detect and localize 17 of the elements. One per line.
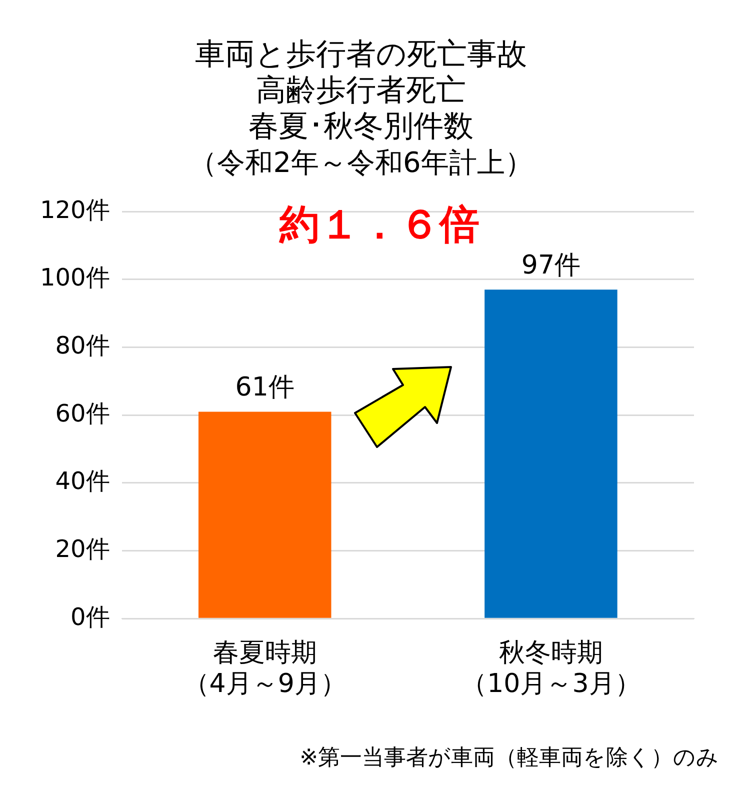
chart-subtitle: （令和2年～令和6年計上） (189, 146, 533, 180)
y-tick-label: 100件 (40, 264, 110, 292)
text: ※第一当事者が車両（軽車両を除く）のみ (300, 746, 719, 771)
annotation: 約１．６倍 (278, 202, 480, 248)
data-label: 97件 (521, 250, 580, 280)
data-label: 61件 (235, 372, 294, 402)
y-tick-label: 20件 (55, 535, 110, 563)
y-tick-label: 80件 (55, 332, 110, 360)
y-tick-label: 0件 (70, 602, 110, 631)
x-tick-label: 春夏時期（4月～9月） (183, 638, 346, 700)
text: 高齢歩行者死亡 (256, 72, 466, 108)
x-tick-label: 秋冬時期（10月～3月） (461, 638, 641, 700)
text: 春夏･秋冬別件数 (248, 108, 474, 144)
y-tick-label: 120件 (40, 196, 110, 224)
y-tick-label: 60件 (55, 399, 110, 428)
y-tick-label: 40件 (55, 467, 110, 496)
text: 車両と歩行者の死亡事故 (195, 36, 527, 72)
